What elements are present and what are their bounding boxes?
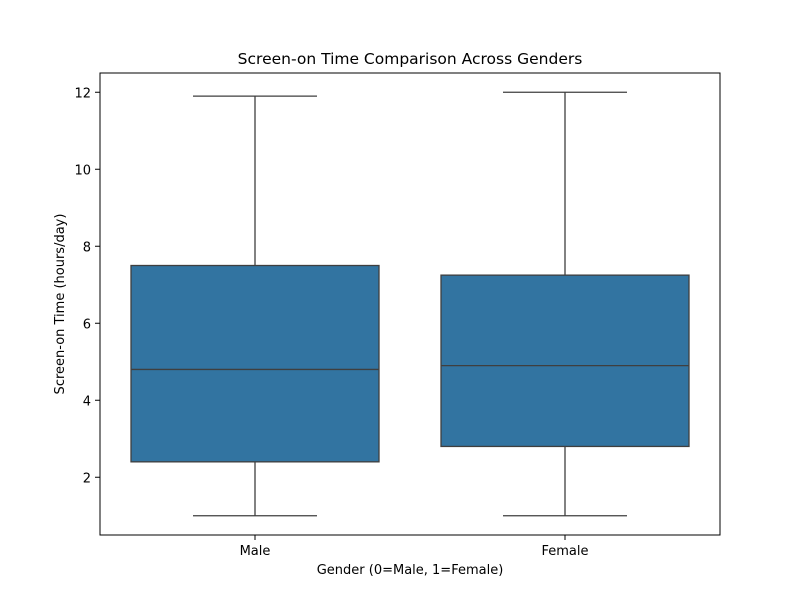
axes-frame [99,72,721,536]
box-female [440,91,690,517]
y-axis-label: Screen-on Time (hours/day) [53,214,68,395]
x-axis-label: Gender (0=Male, 1=Female) [317,563,504,578]
x-tick-label: Female [541,544,588,559]
y-tick-label: 12 [74,86,91,101]
iqr-box [130,264,380,463]
x-tick-label: Male [240,544,271,559]
plot-area [130,91,690,517]
y-axis: 2 4 6 8 10 12 [74,86,100,486]
y-tick-label: 6 [83,317,91,332]
box-male [130,95,380,517]
x-axis: Male Female [240,535,589,559]
chart-title: Screen-on Time Comparison Across Genders [238,50,583,68]
y-tick-label: 4 [83,394,91,409]
y-tick-label: 10 [74,163,91,178]
iqr-box [440,274,690,448]
y-tick-label: 8 [83,240,91,255]
y-tick-label: 2 [83,471,91,486]
